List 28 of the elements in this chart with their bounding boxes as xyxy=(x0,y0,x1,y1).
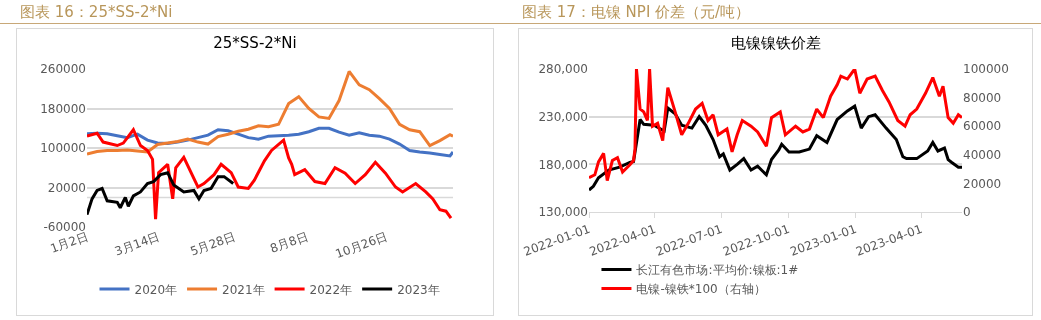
y-tick-label: 230,000 xyxy=(538,109,588,124)
y2-tick-label: 0 xyxy=(963,205,971,220)
y-tick-label: 20000 xyxy=(47,180,86,195)
x-tick-label: 5月28日 xyxy=(188,229,238,259)
y-tick-label: 180,000 xyxy=(538,157,588,172)
chart-title: 图表 16：25*SS-2*Ni xyxy=(0,0,502,24)
legend-label: 电镍-镍铁*100（右轴） xyxy=(636,282,766,297)
chart-subtitle: 25*SS-2*Ni xyxy=(213,34,297,53)
y-tick-label: 100000 xyxy=(40,141,86,156)
x-tick-label: 3月14日 xyxy=(112,229,162,259)
y2-tick-label: 100000 xyxy=(963,62,1009,77)
legend-label: 长江有色市场:平均价:镍板:1# xyxy=(636,263,799,278)
chart-title: 图表 17：电镍 NPI 价差（元/吨） xyxy=(502,0,1041,24)
legend-label: 2022年 xyxy=(309,282,353,297)
legend-label: 2023年 xyxy=(397,282,440,297)
y2-tick-label: 60000 xyxy=(963,119,1002,134)
y-tick-label: 280,000 xyxy=(538,62,588,77)
legend-label: 2020年 xyxy=(134,282,178,297)
y-tick-label: 260000 xyxy=(40,62,86,77)
y-tick-label: 130,000 xyxy=(538,205,588,220)
y2-tick-label: 40000 xyxy=(963,148,1002,162)
legend-label: 2021年 xyxy=(222,282,265,297)
x-tick-label: 10月26日 xyxy=(333,229,390,262)
y-tick-label: 180000 xyxy=(40,101,86,116)
x-tick-label: 8月8日 xyxy=(268,229,310,256)
chart-subtitle: 电镍镍铁价差 xyxy=(730,34,821,53)
y2-tick-label: 20000 xyxy=(963,176,1002,191)
y2-tick-label: 80000 xyxy=(963,90,1002,105)
